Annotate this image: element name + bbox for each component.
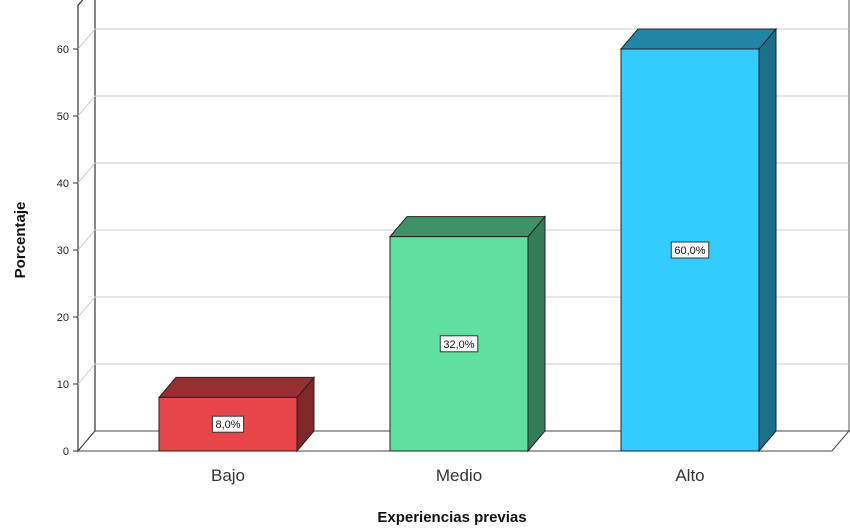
y-tick-label: 60 bbox=[57, 44, 69, 56]
x-category-label: Medio bbox=[436, 466, 482, 485]
chart-left-wall bbox=[77, 0, 96, 453]
bar-side bbox=[758, 27, 777, 453]
y-tick-label: 0 bbox=[63, 446, 69, 458]
data-label-box bbox=[670, 241, 710, 259]
gridline bbox=[77, 229, 849, 251]
bar-alto: 60,0% bbox=[619, 27, 778, 453]
data-label: 32,0% bbox=[443, 339, 474, 351]
data-label: 8,0% bbox=[215, 419, 240, 431]
gridline bbox=[77, 296, 849, 318]
data-label-box bbox=[211, 415, 245, 433]
data-label-box bbox=[439, 335, 479, 353]
y-axis-title: Porcentaje bbox=[12, 202, 29, 279]
gridline bbox=[77, 363, 849, 385]
bar-bajo: 8,0% bbox=[157, 376, 316, 453]
gridline bbox=[77, 162, 849, 184]
y-tick-label: 10 bbox=[57, 379, 69, 391]
data-label: 60,0% bbox=[674, 245, 705, 257]
x-category-label: Alto bbox=[675, 466, 704, 485]
bar-side bbox=[527, 215, 546, 453]
gridline bbox=[77, 28, 849, 50]
bar-top bbox=[388, 216, 547, 238]
bar-top bbox=[157, 376, 316, 398]
gridline bbox=[77, 95, 849, 117]
y-tick-label: 50 bbox=[57, 111, 69, 123]
x-category-label: Bajo bbox=[211, 466, 245, 485]
y-tick-label: 30 bbox=[57, 245, 69, 257]
bar-top bbox=[619, 28, 778, 50]
y-tick-label: 20 bbox=[57, 312, 69, 324]
bar-medio: 32,0% bbox=[388, 215, 547, 453]
x-axis-title: Experiencias previas bbox=[377, 509, 526, 526]
y-tick-label: 40 bbox=[57, 178, 69, 190]
